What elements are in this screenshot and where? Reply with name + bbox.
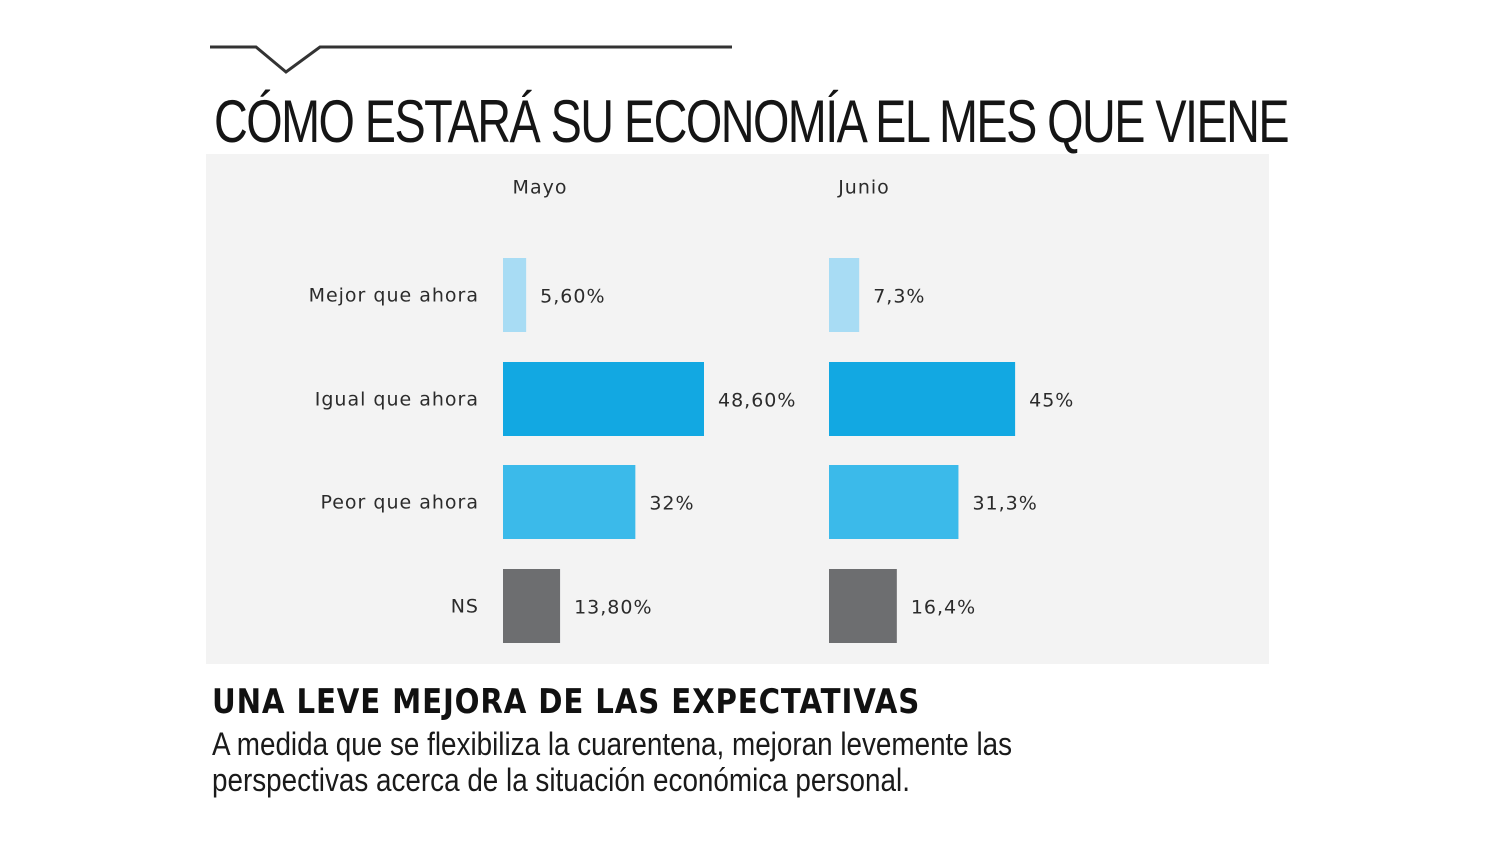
bar (829, 362, 1016, 436)
caption-line-1: A medida que se flexibiliza la cuarenten… (212, 726, 1013, 762)
bar-chart: Mejor que ahora Igual que ahora Peor que a… (309, 177, 1074, 643)
bar (829, 465, 959, 539)
value-label: 31,3% (972, 493, 1037, 515)
bar (829, 258, 860, 332)
chart-panel: Mejor que ahora Igual que ahora Peor que a… (206, 154, 1269, 664)
panel-label: Junio (837, 177, 890, 199)
category-label: Mejor que ahora (309, 285, 479, 307)
value-label: 48,60% (718, 390, 796, 412)
chart-title: CÓMO ESTARÁ SU ECONOMÍA EL MES QUE VIENE (214, 88, 1290, 155)
panel-label: Mayo (513, 177, 568, 199)
bar (503, 362, 704, 436)
category-label: NS (451, 596, 479, 618)
top-rule-decoration (210, 45, 732, 74)
bar (503, 258, 527, 332)
caption-text: A medida que se flexibiliza la cuarenten… (212, 726, 1256, 798)
category-label: Igual que ahora (315, 389, 479, 411)
bar (503, 465, 636, 539)
value-label: 5,60% (540, 286, 605, 308)
caption-line-2: perspectivas acerca de la situación econ… (212, 762, 910, 798)
section-subtitle: UNA LEVE MEJORA DE LAS EXPECTATIVAS (212, 682, 921, 722)
category-label: Peor que ahora (320, 492, 479, 514)
bar (503, 569, 561, 643)
value-label: 45% (1029, 390, 1074, 412)
value-label: 16,4% (911, 597, 976, 619)
value-label: 32% (649, 493, 694, 515)
value-label: 13,80% (574, 597, 652, 619)
bar (829, 569, 897, 643)
value-label: 7,3% (873, 286, 925, 308)
